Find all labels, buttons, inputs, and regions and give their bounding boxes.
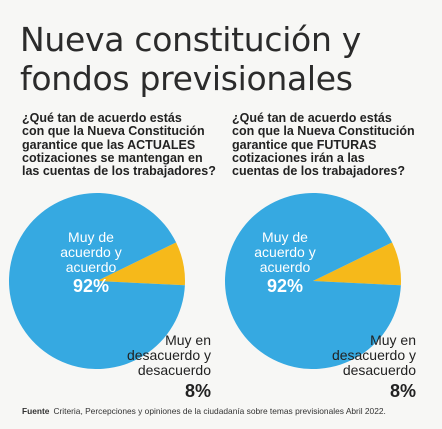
pie-slice-disagree [313,242,401,286]
title-line-1: Nueva constitución y [20,20,361,59]
agree-label-line-3: acuerdo [259,259,311,275]
disagree-label-line-1: Muy en [165,332,211,348]
question-left: ¿Qué tan de acuerdo estás con que la Nue… [22,111,217,179]
chart-title: Nueva constitución y fondos previsionale… [20,20,420,98]
question-left-line-3: garantice que las ACTUALES [22,137,196,152]
question-left-line-2: con que la Nueva Constitución [22,124,205,139]
agree-percent: 92% [266,276,304,296]
question-right-line-5: cuentas de los trabajadores? [232,164,405,179]
disagree-label-line-1: Muy en [370,332,416,348]
question-right-line-3: garantice que FUTURAS [232,137,377,152]
agree-label-line-1: Muy de [68,229,114,245]
pie-slice-disagree [97,242,185,286]
disagree-label-line-2: desacuerdo y [126,347,211,363]
title-line-2: fondos previsionales [20,59,353,98]
pie-slice-agree [8,192,185,369]
question-left-line-1: ¿Qué tan de acuerdo estás [22,111,182,125]
pie-slice-agree [224,192,401,369]
agree-label-line-2: acuerdo y [60,244,122,260]
question-right-line-2: con que la Nueva Constitución [232,124,415,139]
disagree-percent: 8% [184,381,211,401]
source-text: Criteria, Percepciones y opiniones de la… [53,406,386,416]
pie-left-agree-label: Muy de acuerdo y acuerdo 92% [36,230,146,297]
pie-chart-right [224,192,401,369]
question-left-line-5: las cuentas de los trabajadores? [22,164,216,179]
disagree-percent: 8% [389,381,416,401]
pie-left-disagree-label: Muy en desacuerdo y desacuerdo 8% [120,333,211,402]
agree-label-line-1: Muy de [262,229,308,245]
agree-label-line-2: acuerdo y [254,244,316,260]
pie-right-agree-label: Muy de acuerdo y acuerdo 92% [230,230,340,297]
agree-label-line-3: acuerdo [65,259,117,275]
question-right-line-1: ¿Qué tan de acuerdo estás [232,111,392,125]
disagree-label-line-3: desacuerdo [137,362,211,378]
disagree-label-line-3: desacuerdo [342,362,416,378]
question-right-line-4: cotizaciones irán a las [232,150,365,165]
source-label: Fuente [22,406,50,416]
source-note: Fuente Criteria, Percepciones y opiniones… [22,406,432,416]
pie-right-disagree-label: Muy en desacuerdo y desacuerdo 8% [325,333,416,402]
pie-chart-left [8,192,185,369]
disagree-label-line-2: desacuerdo y [331,347,416,363]
question-left-line-4: cotizaciones se mantengan en [22,150,203,165]
question-right: ¿Qué tan de acuerdo estás con que la Nue… [232,111,427,179]
agree-percent: 92% [72,276,110,296]
